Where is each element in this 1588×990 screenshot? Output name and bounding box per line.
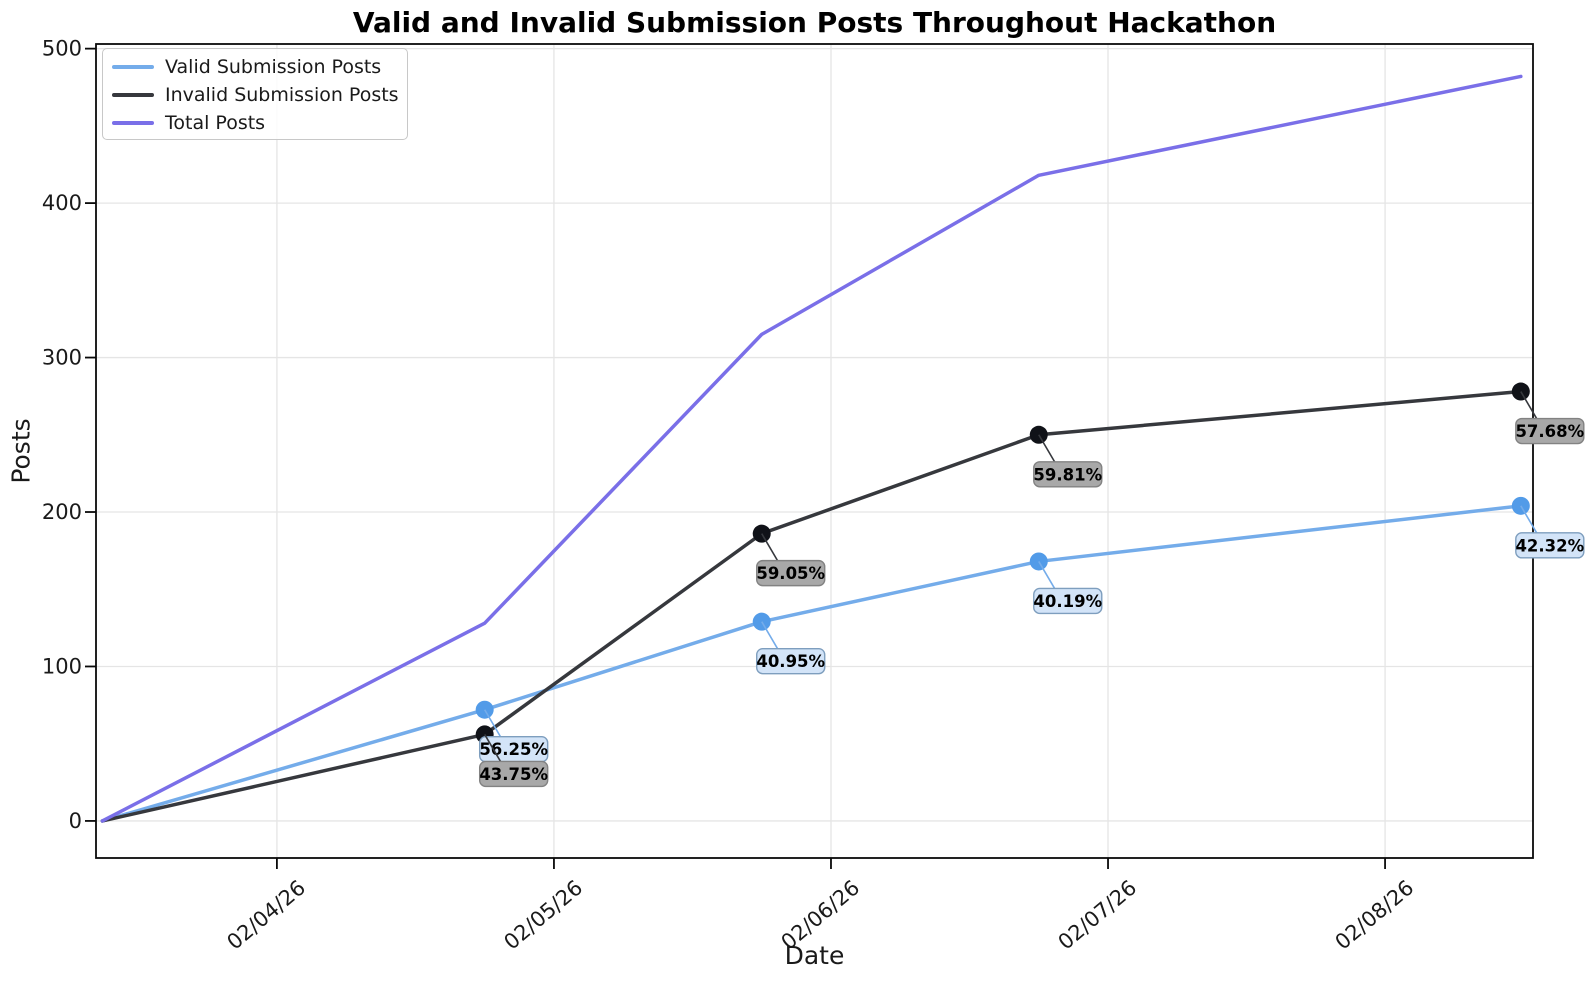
annotation-label: 59.81%	[1033, 465, 1102, 484]
annotation-label: 57.68%	[1515, 422, 1584, 441]
annotation-label: 40.19%	[1033, 592, 1102, 611]
y-tick-label: 0	[69, 809, 82, 833]
series-line-total-posts	[100, 74, 1523, 823]
annotation-label: 59.05%	[756, 564, 825, 583]
legend-swatch-invalid	[112, 93, 154, 97]
legend: Valid Submission Posts Invalid Submissio…	[102, 48, 408, 140]
x-axis-label: Date	[784, 941, 845, 970]
annotation-leader	[1520, 505, 1539, 536]
legend-swatch-valid	[112, 65, 154, 69]
annotation-box	[478, 760, 549, 788]
annotation-box	[756, 647, 826, 675]
annotation-leader	[1038, 561, 1057, 591]
annotation-leader	[483, 709, 503, 740]
y-tick-label: 100	[42, 654, 82, 678]
legend-label-total: Total Posts	[165, 112, 266, 134]
legend-label-valid: Valid Submission Posts	[165, 56, 382, 78]
series-line-invalid-submission-posts	[100, 389, 1523, 823]
annotation-box	[1033, 587, 1103, 615]
chart-title: Valid and Invalid Submission Posts Throu…	[352, 6, 1277, 39]
annotation-label: 40.95%	[756, 652, 825, 671]
annotation-box	[1033, 461, 1103, 488]
annotation-label: 43.75%	[479, 765, 548, 784]
legend-label-invalid: Invalid Submission Posts	[165, 84, 399, 106]
y-tick-label: 500	[42, 37, 82, 61]
annotation-leader	[761, 533, 780, 564]
y-tick-label: 400	[42, 191, 82, 215]
annotation-box	[1515, 532, 1585, 559]
axes-spines	[95, 43, 1534, 859]
legend-item-invalid-submission-posts: Invalid Submission Posts	[103, 81, 407, 109]
y-tick-label: 300	[42, 346, 82, 370]
y-tick-label: 200	[42, 500, 82, 524]
annotation-leader	[761, 621, 780, 652]
annotation-label: 42.32%	[1515, 536, 1584, 555]
y-axis-label: Posts	[6, 418, 36, 484]
annotation-leader	[1038, 434, 1057, 465]
legend-item-total-posts: Total Posts	[103, 109, 407, 137]
annotation-leader	[1520, 391, 1539, 421]
annotation-box	[756, 559, 826, 587]
annotation-leader	[483, 734, 503, 764]
annotation-box	[1515, 417, 1585, 445]
legend-swatch-total	[112, 121, 154, 125]
legend-item-valid-submission-posts: Valid Submission Posts	[103, 53, 407, 81]
